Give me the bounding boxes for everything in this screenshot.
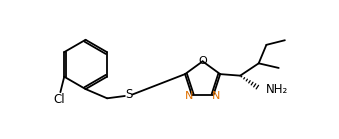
Text: O: O — [198, 56, 207, 66]
Text: N: N — [212, 91, 220, 101]
Text: N: N — [185, 91, 194, 101]
Text: S: S — [125, 88, 133, 101]
Text: Cl: Cl — [53, 93, 65, 106]
Text: NH₂: NH₂ — [266, 83, 288, 96]
